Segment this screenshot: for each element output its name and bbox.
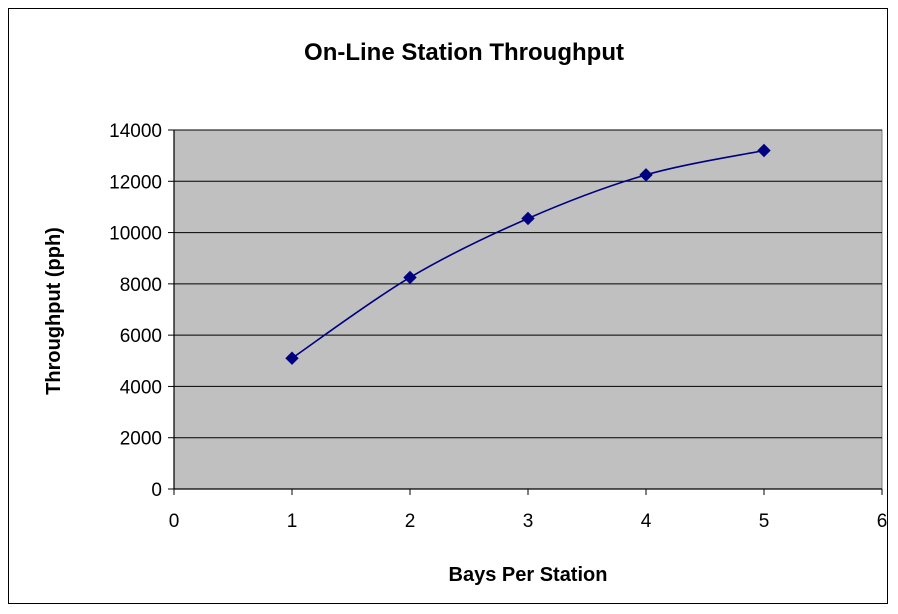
y-tick-label: 0 — [151, 480, 162, 501]
x-tick-label: 1 — [287, 511, 298, 532]
x-axis-label: Bays Per Station — [449, 564, 608, 586]
y-tick-label: 2000 — [120, 429, 162, 450]
y-tick-label: 10000 — [109, 224, 162, 245]
plot-area: 0 2000 4000 6000 8000 10000 12000 14000 0 1 2 3 4 5 6 — [109, 121, 887, 532]
y-tick-label: 4000 — [120, 377, 162, 398]
data-point-marker — [403, 270, 417, 285]
x-tick-label: 6 — [877, 511, 888, 532]
chart-title: On-Line Station Throughput — [304, 39, 624, 66]
y-tick-label: 8000 — [120, 275, 162, 296]
x-tick-label: 2 — [405, 511, 416, 532]
data-point-marker — [757, 143, 771, 158]
data-point-marker — [639, 168, 653, 182]
y-tick-label: 12000 — [109, 172, 162, 193]
y-axis-label: Throughput (pph) — [43, 227, 65, 395]
x-tick-label: 5 — [759, 511, 770, 532]
y-tick-label: 14000 — [109, 121, 162, 142]
data-point-marker — [521, 211, 535, 226]
x-tick-label: 3 — [523, 511, 534, 532]
y-tick-label: 6000 — [120, 326, 162, 347]
x-tick-label: 4 — [641, 511, 652, 532]
x-tick-label: 0 — [169, 511, 180, 532]
plot-background — [173, 129, 883, 490]
data-point-marker — [285, 351, 299, 365]
